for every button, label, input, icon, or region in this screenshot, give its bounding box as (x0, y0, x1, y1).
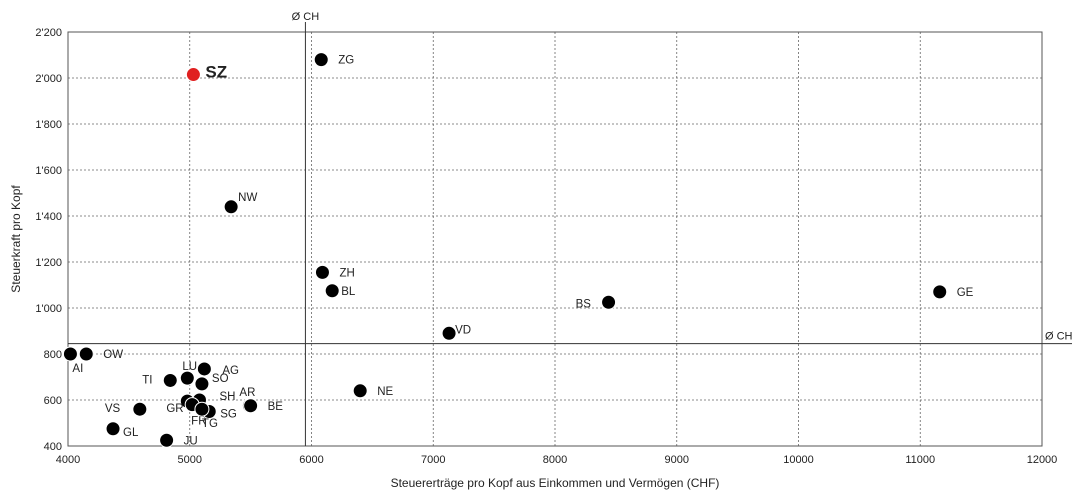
point-zh (314, 264, 330, 280)
point-ow (78, 346, 94, 362)
point-ge (932, 284, 948, 300)
x-tick-label: 8000 (543, 454, 567, 466)
point-label-lu: LU (182, 361, 197, 373)
y-tick-label: 800 (44, 349, 62, 361)
point-label-gl: GL (123, 427, 139, 439)
point-so (194, 376, 210, 392)
x-tick-label: 9000 (665, 454, 689, 466)
y-tick-label: 1'200 (35, 257, 62, 269)
grid (68, 32, 1042, 446)
point-label-so: SO (212, 373, 229, 385)
point-label-sh: SH (219, 391, 235, 403)
point-label-ju: JU (184, 435, 198, 447)
y-tick-label: 1'000 (35, 303, 62, 315)
x-tick-label: 6000 (299, 454, 323, 466)
y-tick-label: 1'400 (35, 211, 62, 223)
point-zg (313, 52, 329, 68)
point-bl (324, 283, 340, 299)
y-axis-label: Steuerkraft pro Kopf (9, 185, 23, 293)
reference-lines: Ø CH Ø CH (68, 11, 1073, 446)
point-label-vs: VS (105, 403, 121, 415)
point-label-ai: AI (72, 363, 83, 375)
point-ne (352, 383, 368, 399)
y-tick-label: 1'800 (35, 119, 62, 131)
point-label-ne: NE (377, 386, 393, 398)
point-label-zg: ZG (338, 55, 354, 67)
point-label-be: BE (268, 401, 284, 413)
y-tick-label: 400 (44, 441, 62, 453)
x-axis-label: Steuererträge pro Kopf aus Einkommen und… (391, 476, 720, 490)
point-ai (62, 346, 78, 362)
y-tick-label: 2'000 (35, 73, 62, 85)
point-sz (185, 67, 201, 83)
point-tg (194, 401, 210, 417)
point-label-ag: AG (222, 365, 239, 377)
point-label-tg: TG (202, 418, 218, 430)
point-vd (441, 325, 457, 341)
x-tick-label: 5000 (178, 454, 202, 466)
reference-label-horizontal: Ø CH (1045, 331, 1073, 343)
point-label-ti: TI (142, 374, 152, 386)
point-vs (132, 401, 148, 417)
point-nw (223, 199, 239, 215)
point-label-sg: SG (220, 409, 237, 421)
x-axis-ticks: 4000 5000 6000 7000 8000 9000 10000 11000 12000 (56, 454, 1058, 466)
point-label-sz: SZ (205, 63, 227, 82)
plot-frame (67, 31, 1043, 447)
point-ti (162, 372, 178, 388)
point-label-ge: GE (957, 287, 974, 299)
x-tick-label: 4000 (56, 454, 80, 466)
point-be (243, 398, 259, 414)
y-tick-label: 2'200 (35, 27, 62, 39)
point-label-bl: BL (341, 286, 356, 298)
x-tick-label: 12000 (1027, 454, 1058, 466)
reference-label-vertical: Ø CH (292, 11, 320, 23)
point-ag (196, 361, 212, 377)
y-tick-label: 600 (44, 395, 62, 407)
y-tick-label: 1'600 (35, 165, 62, 177)
point-bs (601, 294, 617, 310)
point-label-gr: GR (166, 403, 183, 415)
point-label-fr: FR (191, 416, 206, 428)
point-label-bs: BS (576, 298, 592, 310)
point-label-ow: OW (103, 349, 123, 361)
point-label-vd: VD (455, 324, 471, 336)
x-tick-label: 7000 (421, 454, 445, 466)
x-tick-label: 11000 (905, 454, 935, 466)
point-lu (179, 370, 195, 386)
point-gl (105, 421, 121, 437)
point-label-zh: ZH (339, 267, 354, 279)
point-label-nw: NW (238, 192, 257, 204)
point-ju (159, 432, 175, 448)
x-tick-label: 10000 (783, 454, 814, 466)
y-axis-ticks: 400 600 800 1'000 1'200 1'400 1'600 1'800 2'000 2… (35, 27, 62, 453)
point-label-ar: AR (239, 387, 255, 399)
